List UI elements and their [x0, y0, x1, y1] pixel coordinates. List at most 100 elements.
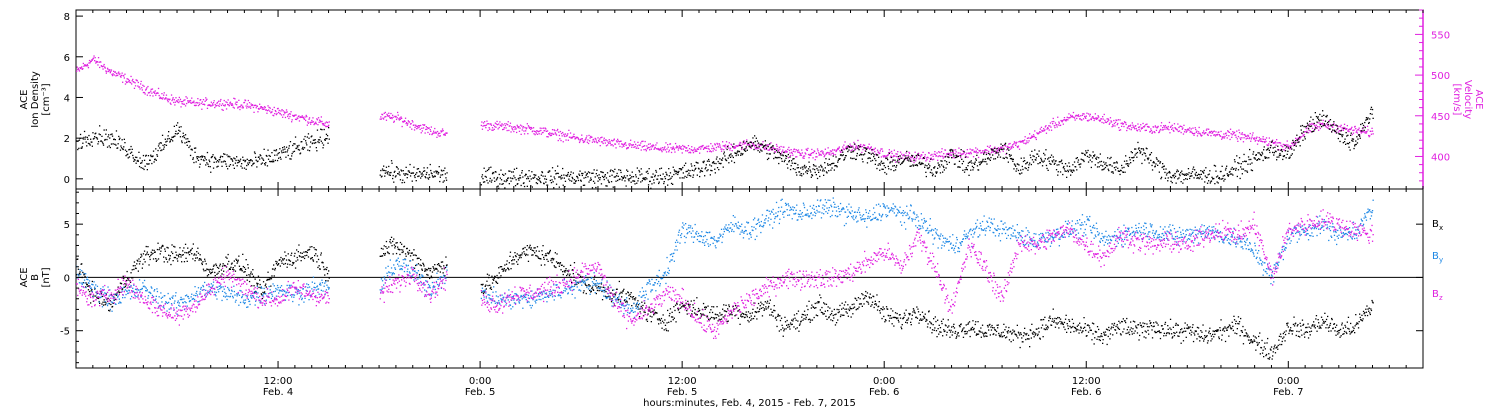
density-series-point — [302, 147, 303, 148]
bx-series-point — [118, 290, 119, 291]
density-series-point — [1373, 118, 1374, 119]
velocity-series-point — [914, 159, 915, 160]
density-series-point — [924, 167, 925, 168]
velocity-series-point — [808, 157, 809, 158]
density-series-point — [708, 159, 709, 160]
velocity-series-point — [274, 107, 275, 108]
density-series-point — [109, 145, 110, 146]
velocity-series-point — [1052, 121, 1053, 122]
velocity-series-point — [564, 136, 565, 137]
density-series-point — [1122, 167, 1123, 168]
velocity-series-point — [298, 115, 299, 116]
density-series-point — [77, 149, 78, 150]
velocity-series-point — [267, 105, 268, 106]
density-series-point — [1009, 154, 1010, 155]
velocity-series-point — [1366, 131, 1367, 132]
velocity-series-point — [1159, 130, 1160, 131]
density-series-point — [393, 175, 394, 176]
density-series-point — [260, 155, 261, 156]
velocity-series-point — [280, 110, 281, 111]
density-series-point — [980, 164, 981, 165]
density-series-point — [1204, 170, 1205, 171]
density-series-point — [407, 177, 408, 178]
density-series-point — [1230, 173, 1231, 174]
density-series-point — [175, 131, 176, 132]
velocity-series-point — [715, 144, 716, 145]
density-series-point — [1169, 171, 1170, 172]
density-series-point — [78, 148, 79, 149]
density-series-point — [984, 151, 985, 152]
velocity-series-point — [649, 147, 650, 148]
velocity-series-point — [986, 152, 987, 153]
density-series-point — [1295, 140, 1296, 141]
velocity-series-point — [1080, 115, 1081, 116]
density-series-point — [430, 164, 431, 165]
density-series-point — [283, 149, 284, 150]
density-series-point — [889, 153, 890, 154]
velocity-series-point — [695, 149, 696, 150]
density-series-point — [727, 146, 728, 147]
bx-series-point — [294, 253, 295, 254]
velocity-series-point — [483, 122, 484, 123]
density-series-point — [943, 167, 944, 168]
velocity-series-point — [515, 127, 516, 128]
velocity-series-point — [1097, 118, 1098, 119]
velocity-series-point — [247, 103, 248, 104]
velocity-series-point — [1314, 125, 1315, 126]
velocity-series-point — [1164, 129, 1165, 130]
bx-series-point — [316, 249, 317, 250]
density-series-point — [1336, 132, 1337, 133]
density-series-point — [589, 172, 590, 173]
density-series-point — [967, 169, 968, 170]
velocity-series-point — [1316, 128, 1317, 129]
density-series-point — [891, 157, 892, 158]
bx-series-point — [316, 261, 317, 262]
velocity-series-point — [670, 147, 671, 148]
density-series-point — [876, 168, 877, 169]
density-series-point — [82, 143, 83, 144]
density-series-point — [736, 155, 737, 156]
density-series-point — [1296, 146, 1297, 147]
velocity-series-point — [679, 147, 680, 148]
density-series-point — [1218, 182, 1219, 183]
velocity-series-point — [694, 147, 695, 148]
density-series-point — [947, 164, 948, 165]
density-series-point — [866, 148, 867, 149]
density-series-point — [640, 174, 641, 175]
bx-series-point — [154, 250, 155, 251]
bx-series-point — [219, 271, 220, 272]
velocity-series-point — [197, 102, 198, 103]
velocity-series-point — [918, 158, 919, 159]
velocity-series-point — [661, 150, 662, 151]
velocity-series-point — [623, 146, 624, 147]
density-series-point — [789, 160, 790, 161]
density-series-point — [387, 173, 388, 174]
velocity-series-point — [818, 152, 819, 153]
density-series-point — [1045, 158, 1046, 159]
velocity-series-point — [100, 61, 101, 62]
velocity-series-point — [825, 149, 826, 150]
velocity-series-point — [308, 119, 309, 120]
velocity-series-point — [426, 129, 427, 130]
density-series-point — [656, 172, 657, 173]
velocity-series-point — [634, 141, 635, 142]
density-series-point — [691, 165, 692, 166]
velocity-series-point — [1197, 133, 1198, 134]
density-series-point — [1278, 156, 1279, 157]
density-series-point — [1281, 149, 1282, 150]
density-series-point — [1107, 165, 1108, 166]
velocity-series-point — [507, 124, 508, 125]
velocity-series-point — [413, 124, 414, 125]
density-series-point — [749, 146, 750, 147]
velocity-series-point — [824, 155, 825, 156]
density-series-point — [504, 187, 505, 188]
density-series-point — [446, 180, 447, 181]
bx-series-point — [189, 251, 190, 252]
velocity-series-point — [436, 132, 437, 133]
density-series-point — [693, 174, 694, 175]
density-series-point — [1185, 178, 1186, 179]
velocity-series-point — [164, 92, 165, 93]
velocity-series-point — [782, 151, 783, 152]
density-series-point — [669, 179, 670, 180]
density-series-point — [1104, 168, 1105, 169]
